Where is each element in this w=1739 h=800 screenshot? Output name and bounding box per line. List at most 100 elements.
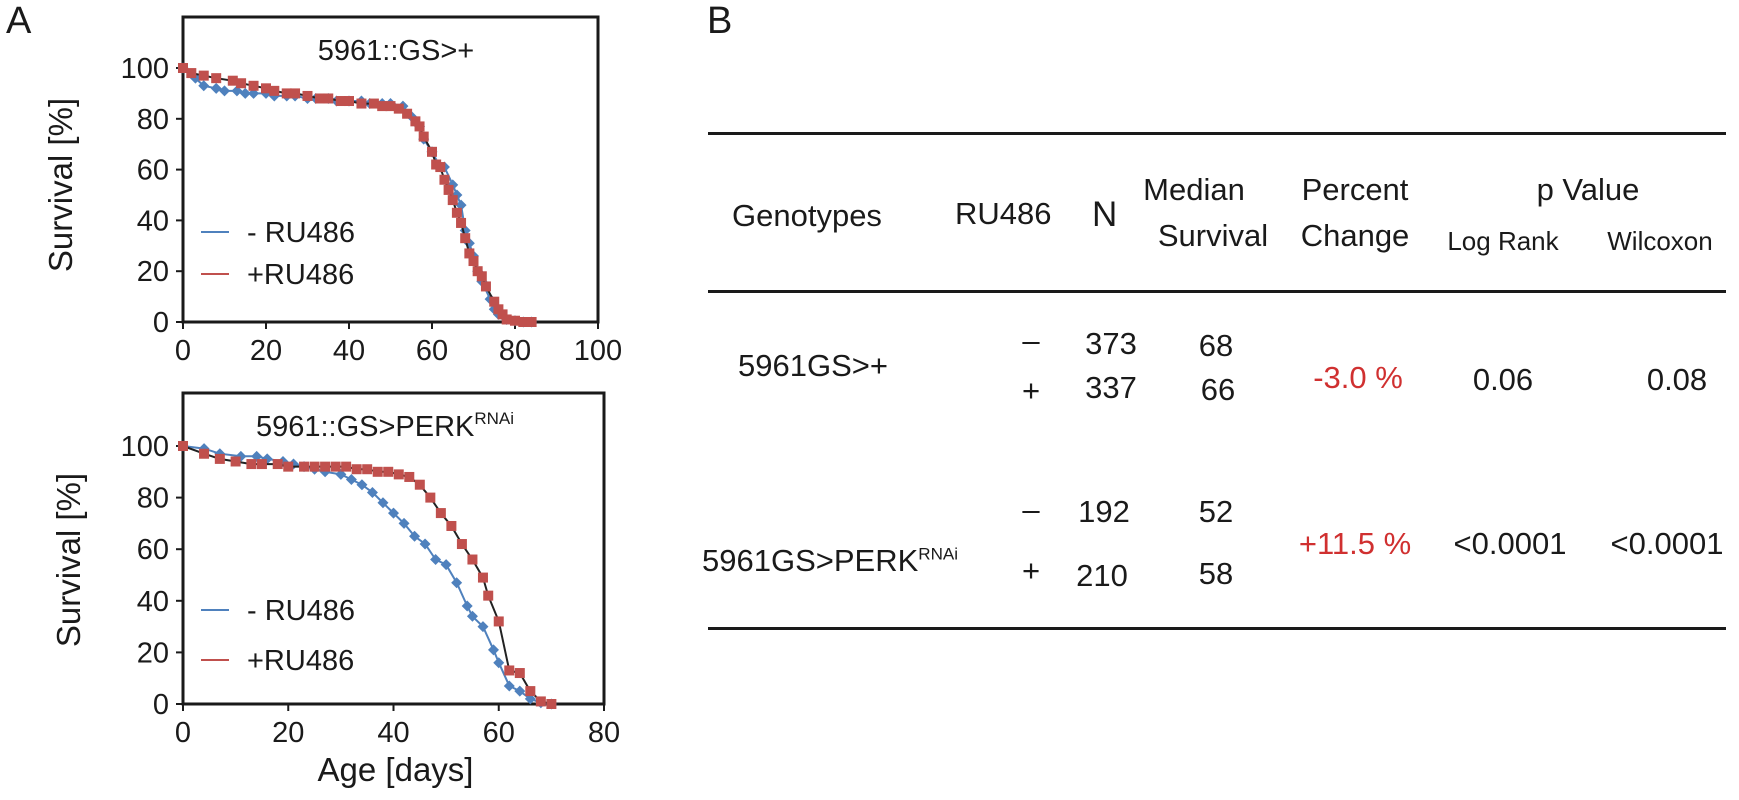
- row2-percent-change: +11.5 %: [1298, 526, 1412, 561]
- row1-median-plus: 66: [1200, 372, 1236, 407]
- data-point: [427, 146, 437, 157]
- header-p-value: p Value: [1536, 172, 1640, 207]
- data-point: [472, 266, 483, 277]
- data-point: [290, 88, 301, 99]
- data-point: [480, 281, 491, 292]
- data-point: [230, 456, 241, 467]
- data-point: [464, 248, 475, 259]
- data-point: [323, 93, 334, 104]
- data-point: [477, 621, 489, 633]
- data-point: [356, 98, 367, 109]
- data-point: [430, 554, 442, 566]
- data-point: [330, 461, 341, 472]
- y-tick-label: 40: [137, 586, 169, 618]
- data-point: [487, 644, 499, 656]
- row2-ru-plus: +: [1021, 553, 1041, 588]
- y-tick-label: 80: [137, 483, 169, 515]
- data-point: [272, 459, 283, 470]
- table-bottom-rule: [708, 627, 1726, 630]
- data-point: [256, 459, 267, 470]
- data-point: [501, 314, 512, 325]
- data-point: [410, 116, 421, 127]
- data-point: [341, 461, 352, 472]
- data-point: [404, 471, 415, 482]
- data-point: [388, 507, 399, 519]
- data-point: [269, 85, 280, 96]
- x-tick-label: 40: [333, 335, 365, 367]
- row1-wilcoxon: 0.08: [1646, 362, 1708, 397]
- data-point: [460, 233, 471, 244]
- panel-label-a: A: [6, 0, 32, 42]
- data-point: [239, 87, 251, 99]
- data-point: [393, 469, 404, 480]
- y-tick-label: 80: [137, 104, 169, 136]
- row2-n-minus: 192: [1078, 494, 1130, 529]
- row2-genotype: 5961GS>PERKRNAi: [702, 543, 959, 578]
- table-header-rule: [708, 290, 1726, 293]
- data-point: [335, 96, 346, 107]
- header-wilcoxon: Wilcoxon: [1607, 226, 1713, 256]
- data-point: [393, 103, 404, 114]
- data-point: [178, 441, 188, 451]
- series-plus-ru486: [178, 63, 537, 327]
- data-point: [248, 80, 259, 91]
- legend-label: +RU486: [247, 645, 354, 677]
- header-percent-line2: Change: [1300, 218, 1410, 253]
- x-tick-label: 40: [377, 717, 409, 749]
- data-point: [214, 453, 225, 464]
- data-point: [419, 538, 431, 550]
- data-point: [302, 90, 313, 101]
- data-point: [409, 530, 421, 542]
- data-point: [477, 572, 488, 583]
- panel-label-b: B: [707, 0, 733, 42]
- x-tick-label: 60: [416, 335, 448, 367]
- data-point: [435, 162, 446, 173]
- y-tick-label: 100: [121, 53, 169, 85]
- data-point: [368, 98, 379, 109]
- row1-percent-change: -3.0 %: [1313, 360, 1403, 395]
- data-point: [546, 699, 557, 709]
- data-point: [451, 577, 463, 589]
- data-point: [476, 271, 487, 282]
- data-point: [504, 665, 515, 676]
- x-tick-label: 80: [588, 717, 620, 749]
- data-point: [425, 492, 436, 503]
- data-point: [493, 657, 505, 669]
- data-point: [418, 131, 429, 142]
- row1-n-plus: 337: [1085, 370, 1137, 405]
- data-point: [178, 63, 188, 73]
- chart-title: 5961::GS>+: [318, 35, 474, 67]
- header-percent-line1: Percent: [1301, 172, 1409, 207]
- y-tick-label: 40: [137, 205, 169, 237]
- row1-n-minus: 373: [1085, 326, 1137, 361]
- data-point: [314, 93, 325, 104]
- data-point: [483, 590, 494, 601]
- data-point: [299, 461, 310, 472]
- data-point: [489, 296, 500, 307]
- data-point: [366, 486, 378, 498]
- data-point: [351, 464, 362, 475]
- data-point: [372, 466, 383, 477]
- table-top-rule: [708, 132, 1726, 135]
- header-ru486: RU486: [955, 196, 1052, 231]
- row2-median-plus: 58: [1198, 556, 1234, 591]
- series-plus-ru486: [178, 441, 557, 709]
- data-point: [356, 479, 368, 491]
- x-tick-label: 80: [499, 335, 531, 367]
- chart-title-text: 5961::GS>PERK: [256, 411, 475, 443]
- chart-title: 5961::GS>PERKRNAi: [256, 409, 514, 443]
- data-point: [435, 508, 446, 519]
- data-point: [198, 80, 210, 92]
- y-tick-label: 20: [137, 256, 169, 288]
- data-point: [526, 317, 537, 327]
- data-point: [497, 309, 508, 320]
- legend-label: - RU486: [247, 595, 355, 627]
- data-point: [446, 520, 457, 531]
- data-point: [493, 304, 504, 315]
- data-point: [227, 75, 238, 86]
- data-point: [398, 517, 410, 529]
- data-point: [456, 539, 467, 550]
- header-median-line2: Survival: [1157, 218, 1269, 253]
